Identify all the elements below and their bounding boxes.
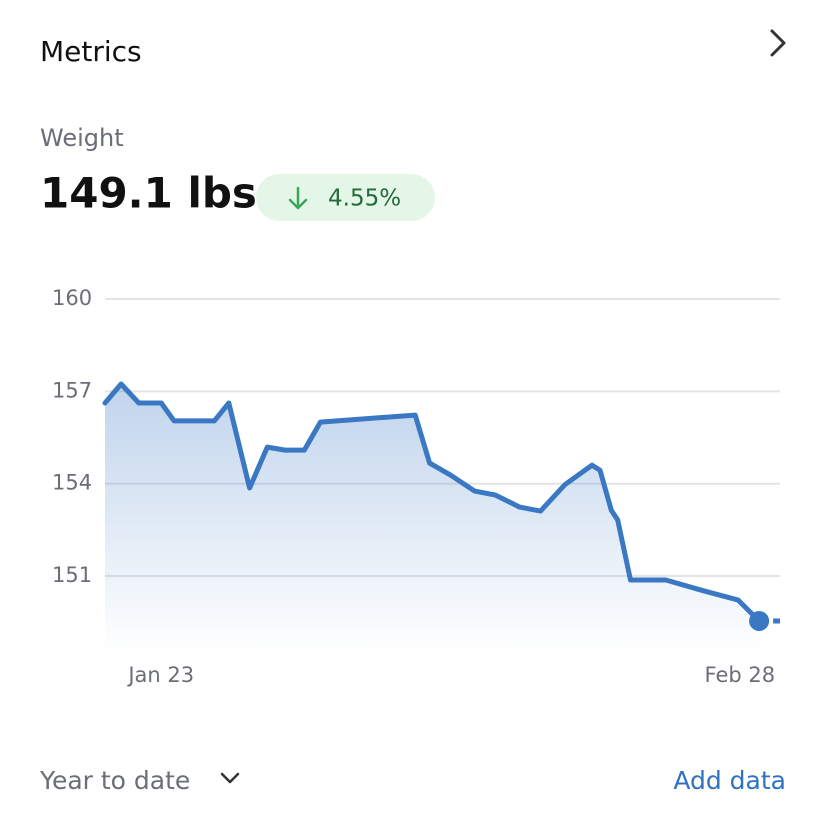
add-data-link[interactable]: Add data [673,766,786,795]
current-point [749,610,770,631]
range-chevron[interactable] [220,772,240,784]
change-pill [256,174,435,221]
y-tick-label: 151 [52,563,92,587]
card-title: Metrics [40,35,142,68]
change-value: 4.55% [328,186,401,212]
y-tick-label: 157 [52,378,92,402]
open-chevron[interactable] [770,29,786,57]
metric-label: Weight [40,124,124,152]
y-tick-label: 154 [52,471,92,495]
area [105,384,760,653]
down-arrow [288,186,308,210]
metric-value: 149.1 lbs [40,169,257,218]
x-tick-label: Jan 23 [126,663,194,687]
y-tick-label: 160 [52,286,92,310]
line [102,381,762,624]
range-selector[interactable]: Year to date [39,766,190,795]
x-tick-label: Feb 28 [705,663,776,687]
plot: 151 154 157 160 Jan 23 Feb 28 [52,286,780,687]
